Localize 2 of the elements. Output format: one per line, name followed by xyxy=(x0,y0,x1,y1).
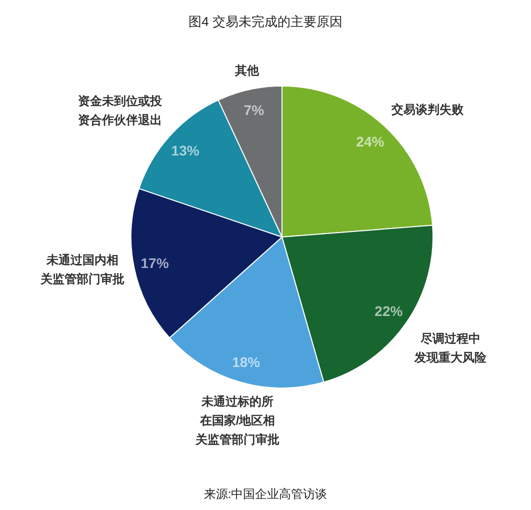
title: 图4 交易未完成的主要原因 xyxy=(188,14,342,29)
annotation: 来源:中国企业高管访谈 xyxy=(204,487,328,501)
